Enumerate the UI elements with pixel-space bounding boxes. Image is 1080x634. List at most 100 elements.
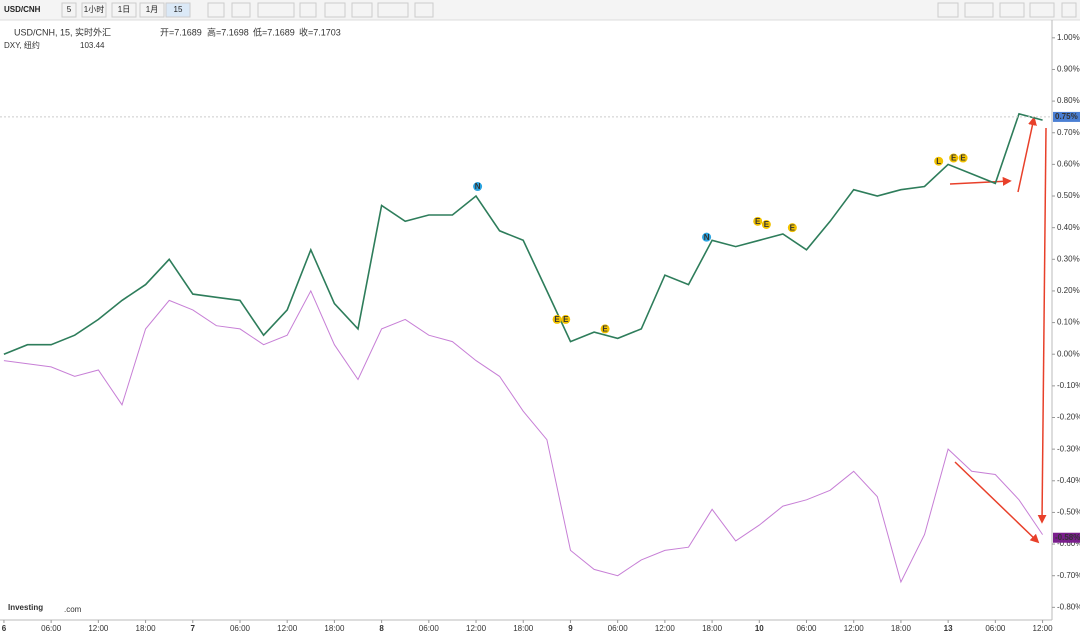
x-tick-label: 13 [944, 624, 953, 633]
last-price-box [1053, 111, 1080, 122]
interval-button[interactable] [61, 2, 77, 18]
y-tick-label: 0.10% [1057, 318, 1080, 327]
fullscreen-icon[interactable] [1061, 2, 1077, 18]
x-tick-label: 12:00 [277, 624, 298, 633]
event-label: N [475, 182, 481, 191]
legend-close: 收=7.1703 [299, 26, 341, 37]
tool-icon[interactable] [257, 2, 295, 18]
interval-label[interactable]: 1月 [146, 5, 158, 14]
x-tick-label: 10 [755, 624, 764, 633]
interval-label[interactable]: 1日 [118, 5, 130, 14]
event-label: E [755, 217, 761, 226]
event-marker[interactable] [949, 153, 959, 163]
event-label: E [951, 154, 957, 163]
legend-compare: DXY, 纽约 [4, 40, 40, 50]
last-price-label: 0.75% [1055, 112, 1078, 121]
logo-suffix: .com [64, 605, 82, 614]
y-tick-label: -0.10% [1057, 381, 1080, 390]
y-tick-label: 0.30% [1057, 254, 1080, 263]
y-tick-label: 0.20% [1057, 286, 1080, 295]
event-label: N [704, 233, 710, 242]
undo-redo[interactable] [377, 2, 409, 18]
settings-icon[interactable] [299, 2, 317, 18]
last-price-label: -0.58% [1055, 533, 1080, 542]
x-tick-label: 06:00 [608, 624, 629, 633]
x-tick-label: 18:00 [702, 624, 723, 633]
event-label: E [960, 154, 966, 163]
x-tick-label: 8 [379, 624, 384, 633]
x-tick-label: 06:00 [796, 624, 817, 633]
event-marker[interactable] [761, 219, 771, 229]
x-tick-label: 12:00 [844, 624, 865, 633]
legend-high: 高=7.1698 [207, 26, 249, 37]
event-label: E [790, 223, 796, 232]
toolbar [0, 0, 1080, 20]
x-tick-label: 12:00 [1033, 624, 1054, 633]
y-tick-label: 0.80% [1057, 96, 1080, 105]
color-icon[interactable] [964, 2, 994, 18]
event-marker[interactable] [787, 223, 797, 233]
symbol[interactable]: USD/CNH [4, 5, 41, 14]
event-marker[interactable] [600, 324, 610, 334]
tool-icon[interactable] [351, 2, 373, 18]
y-tick-label: 0.90% [1057, 65, 1080, 74]
y-tick-label: 0.50% [1057, 191, 1080, 200]
x-tick-label: 18:00 [324, 624, 345, 633]
legend-main: USD/CNH, 15, 实时外汇 [14, 26, 111, 37]
x-tick-label: 9 [568, 624, 573, 633]
camera-icon[interactable] [937, 2, 959, 18]
event-marker[interactable] [552, 314, 562, 324]
y-tick-label: -0.80% [1057, 602, 1080, 611]
interval-button[interactable] [81, 2, 107, 18]
y-tick-label: 0.40% [1057, 223, 1080, 232]
event-label: L [936, 157, 941, 166]
legend-compare-value: 103.44 [80, 41, 105, 50]
interval-button[interactable] [165, 2, 191, 18]
y-tick-label: -0.50% [1057, 508, 1080, 517]
cloud-icon[interactable] [1029, 2, 1055, 18]
y-tick-label: 0.00% [1057, 349, 1080, 358]
series-line [3, 112, 1043, 355]
interval-button[interactable] [139, 2, 165, 18]
x-tick-label: 18:00 [136, 624, 157, 633]
interval-label[interactable]: 5 [67, 5, 72, 14]
tool-icon[interactable] [324, 2, 346, 18]
legend-open: 开=7.1689 [160, 27, 202, 37]
x-tick-label: 12:00 [466, 624, 487, 633]
interval-label[interactable]: 1小时 [84, 4, 104, 14]
event-label: E [554, 315, 560, 324]
logo: Investing [8, 603, 43, 612]
interval-label[interactable]: 15 [174, 5, 183, 14]
tool-icon[interactable] [414, 2, 434, 18]
x-tick-label: 12:00 [655, 624, 676, 633]
y-tick-label: 1.00% [1057, 33, 1080, 42]
x-tick-label: 06:00 [419, 624, 440, 633]
legend-low: 低=7.1689 [253, 26, 295, 37]
x-tick-label: 7 [191, 624, 196, 633]
event-label: E [563, 315, 569, 324]
y-tick-label: -0.40% [1057, 476, 1080, 485]
event-marker[interactable] [473, 182, 483, 192]
event-marker[interactable] [958, 153, 968, 163]
arrow [1017, 116, 1037, 193]
x-tick-label: 18:00 [513, 624, 534, 633]
x-tick-label: 12:00 [88, 624, 109, 633]
series-line [3, 289, 1044, 584]
x-tick-label: 18:00 [891, 624, 912, 633]
tool-icon[interactable] [207, 2, 225, 18]
cloud-icon[interactable] [999, 2, 1025, 18]
x-tick-label: 06:00 [41, 624, 62, 633]
event-marker[interactable] [702, 232, 712, 242]
tool-icon[interactable] [231, 2, 251, 18]
y-tick-label: -0.60% [1057, 539, 1080, 548]
last-price-box [1053, 532, 1080, 543]
x-tick-label: 06:00 [985, 624, 1006, 633]
event-marker[interactable] [934, 156, 944, 166]
arrow [1037, 127, 1047, 524]
arrow [954, 461, 1040, 544]
event-marker[interactable] [753, 216, 763, 226]
y-tick-label: -0.30% [1057, 444, 1080, 453]
event-marker[interactable] [561, 314, 571, 324]
interval-button[interactable] [111, 2, 137, 18]
